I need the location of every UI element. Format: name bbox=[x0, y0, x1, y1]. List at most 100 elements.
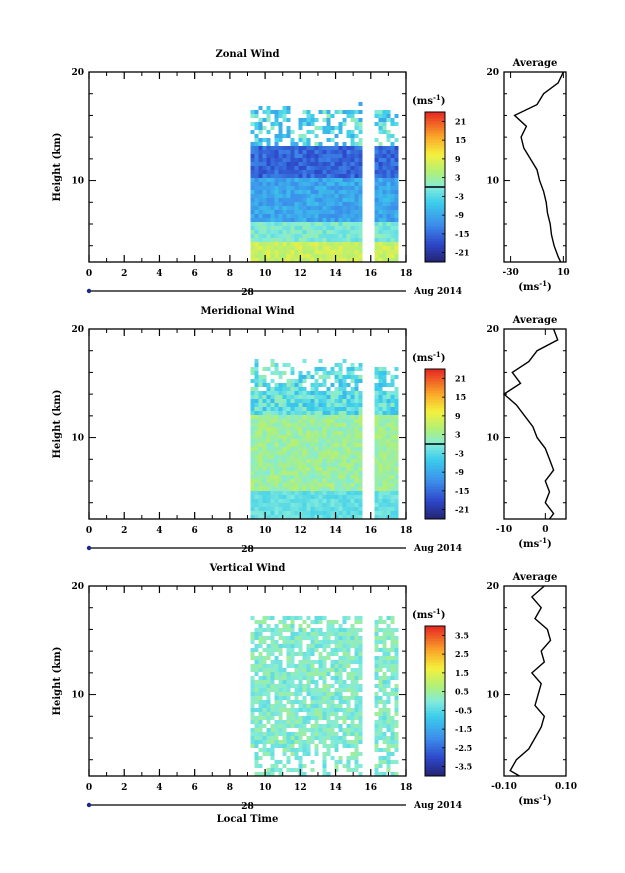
panel-1-heatmap-cell bbox=[394, 186, 399, 190]
panel-2-heatmap-cell bbox=[334, 499, 339, 503]
panel-1-colorbar-step bbox=[425, 235, 445, 239]
panel-2-heatmap-cell bbox=[314, 423, 319, 427]
panel-3-heatmap-cell bbox=[342, 696, 347, 700]
panel-3-heatmap-cell bbox=[334, 644, 339, 648]
panel-2-heatmap-cell bbox=[262, 391, 267, 395]
panel-3-heatmap-cell bbox=[310, 696, 315, 700]
panel-2-colorbar-step bbox=[425, 372, 445, 376]
panel-2-heatmap-cell bbox=[330, 483, 335, 487]
panel-3-heatmap-cell bbox=[254, 708, 259, 712]
panel-2-heatmap-cell bbox=[342, 479, 347, 483]
panel-2-heatmap-cell bbox=[322, 491, 327, 495]
panel-3-heatmap-cell bbox=[390, 760, 395, 764]
panel-1-heatmap-cell bbox=[330, 250, 335, 254]
panel-1-heatmap-cell bbox=[266, 194, 271, 198]
panel-3-heatmap-cell bbox=[306, 660, 311, 664]
panel-3-heatmap-cell bbox=[290, 748, 295, 752]
panel-2-heatmap-cell bbox=[302, 483, 307, 487]
panel-1-heatmap-cell bbox=[358, 194, 363, 198]
panel-1-heatmap-cell bbox=[298, 246, 303, 250]
panel-3-heatmap-cell bbox=[262, 704, 267, 708]
panel-1-heatmap-cell bbox=[386, 246, 391, 250]
panel-3-heatmap-cell bbox=[262, 668, 267, 672]
panel-2-heatmap-cell bbox=[342, 411, 347, 415]
panel-2-heatmap-cell bbox=[382, 499, 387, 503]
panel-1-heatmap-cell bbox=[274, 194, 279, 198]
panel-3-heatmap-cell bbox=[254, 696, 259, 700]
panel-2-heatmap-cell bbox=[378, 479, 383, 483]
panel-1-heatmap-cell bbox=[386, 146, 391, 150]
panel-2-heatmap-cell bbox=[354, 423, 359, 427]
panel-3-heatmap-cell bbox=[274, 684, 279, 688]
panel-1-heatmap-cell bbox=[314, 166, 319, 170]
panel-2-heatmap-cell bbox=[278, 435, 283, 439]
panel-3-heatmap-cell bbox=[262, 640, 267, 644]
panel-1-heatmap-cell bbox=[258, 166, 263, 170]
panel-1-heatmap-cell bbox=[262, 126, 267, 130]
panel-2-heatmap-cell bbox=[282, 415, 287, 419]
panel-1-heatmap-cell bbox=[278, 218, 283, 222]
panel-3-heatmap-cell bbox=[258, 724, 263, 728]
panel-3-heatmap-cell bbox=[378, 620, 383, 624]
panel-2-heatmap-cell bbox=[290, 455, 295, 459]
panel-1-colorbar-step bbox=[425, 187, 445, 191]
panel-3-heatmap-cell bbox=[342, 740, 347, 744]
panel-2-heatmap-cell bbox=[374, 515, 379, 519]
panel-1-heatmap-cell bbox=[310, 222, 315, 226]
panel-1-heatmap-cell bbox=[314, 126, 319, 130]
panel-2-heatmap-cell bbox=[378, 451, 383, 455]
panel-3-heatmap-cell bbox=[382, 672, 387, 676]
panel-2-heatmap-cell bbox=[286, 447, 291, 451]
panel-1-profile-frame bbox=[503, 71, 567, 263]
panel-1-heatmap-cell bbox=[298, 150, 303, 154]
panel-1-heatmap-cell bbox=[346, 218, 351, 222]
panel-3-heatmap-cell bbox=[258, 708, 263, 712]
panel-2-colorbar-step bbox=[425, 447, 445, 451]
panel-2-heatmap-cell bbox=[310, 447, 315, 451]
panel-1-heatmap-cell bbox=[306, 138, 311, 142]
panel-2-heatmap-cell bbox=[374, 483, 379, 487]
panel-1-heatmap-cell bbox=[282, 230, 287, 234]
panel-1-heatmap-cell bbox=[358, 146, 363, 150]
panel-1-heatmap-cell bbox=[346, 190, 351, 194]
panel-1-heatmap-cell bbox=[278, 206, 283, 210]
panel-3-heatmap-cell bbox=[382, 772, 387, 776]
panel-3-heatmap-cell bbox=[358, 684, 363, 688]
panel-2-heatmap-cell bbox=[262, 471, 267, 475]
panel-2-heatmap-cell bbox=[286, 439, 291, 443]
panel-3-heatmap-cell bbox=[374, 700, 379, 704]
panel-1-heatmap-cell bbox=[274, 174, 279, 178]
panel-2-heatmap-cell bbox=[274, 411, 279, 415]
panel-3-heatmap-cell bbox=[286, 724, 291, 728]
panel-1-heatmap-cell bbox=[286, 246, 291, 250]
panel-1-heatmap-cell bbox=[262, 218, 267, 222]
panel-3-colorbar-step bbox=[425, 752, 445, 756]
panel-3-heatmap-cell bbox=[306, 708, 311, 712]
panel-2-heatmap-cell bbox=[330, 395, 335, 399]
panel-2-xtick-label: 12 bbox=[294, 526, 307, 536]
panel-1-heatmap-cell bbox=[338, 178, 343, 182]
panel-2-heatmap-cell bbox=[278, 483, 283, 487]
panel-1-heatmap-cell bbox=[294, 202, 299, 206]
panel-3-heatmap-cell bbox=[250, 676, 255, 680]
panel-3-heatmap-cell bbox=[254, 692, 259, 696]
panel-3-heatmap-cell bbox=[390, 668, 395, 672]
panel-3-heatmap-cell bbox=[390, 628, 395, 632]
panel-3-heatmap-cell bbox=[330, 660, 335, 664]
panel-2-heatmap-cell bbox=[390, 475, 395, 479]
panel-1-heatmap-cell bbox=[294, 186, 299, 190]
panel-3-heatmap-cell bbox=[386, 636, 391, 640]
panel-2-heatmap-cell bbox=[354, 427, 359, 431]
panel-1-xtick-label: 8 bbox=[227, 269, 233, 279]
panel-3-heatmap-cell bbox=[382, 740, 387, 744]
panel-1-heatmap-cell bbox=[378, 154, 383, 158]
panel-2-heatmap-cell bbox=[354, 387, 359, 391]
panel-1-heatmap-cell bbox=[282, 258, 287, 262]
panel-2-heatmap-cell bbox=[394, 399, 399, 403]
panel-1-colorbar-step bbox=[425, 211, 445, 215]
panel-1-heatmap-cell bbox=[330, 210, 335, 214]
panel-2-heatmap-cell bbox=[350, 435, 355, 439]
panel-3-heatmap-cell bbox=[354, 704, 359, 708]
panel-1-colorbar-step bbox=[425, 244, 445, 248]
panel-3-heatmap-cell bbox=[358, 724, 363, 728]
